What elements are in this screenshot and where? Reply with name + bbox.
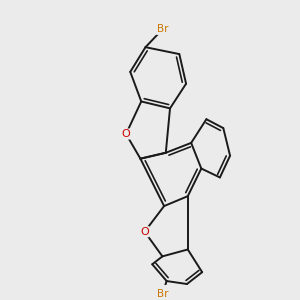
Text: Br: Br	[157, 289, 168, 299]
Text: O: O	[122, 129, 130, 139]
Text: Br: Br	[157, 24, 168, 34]
Text: O: O	[140, 227, 149, 237]
